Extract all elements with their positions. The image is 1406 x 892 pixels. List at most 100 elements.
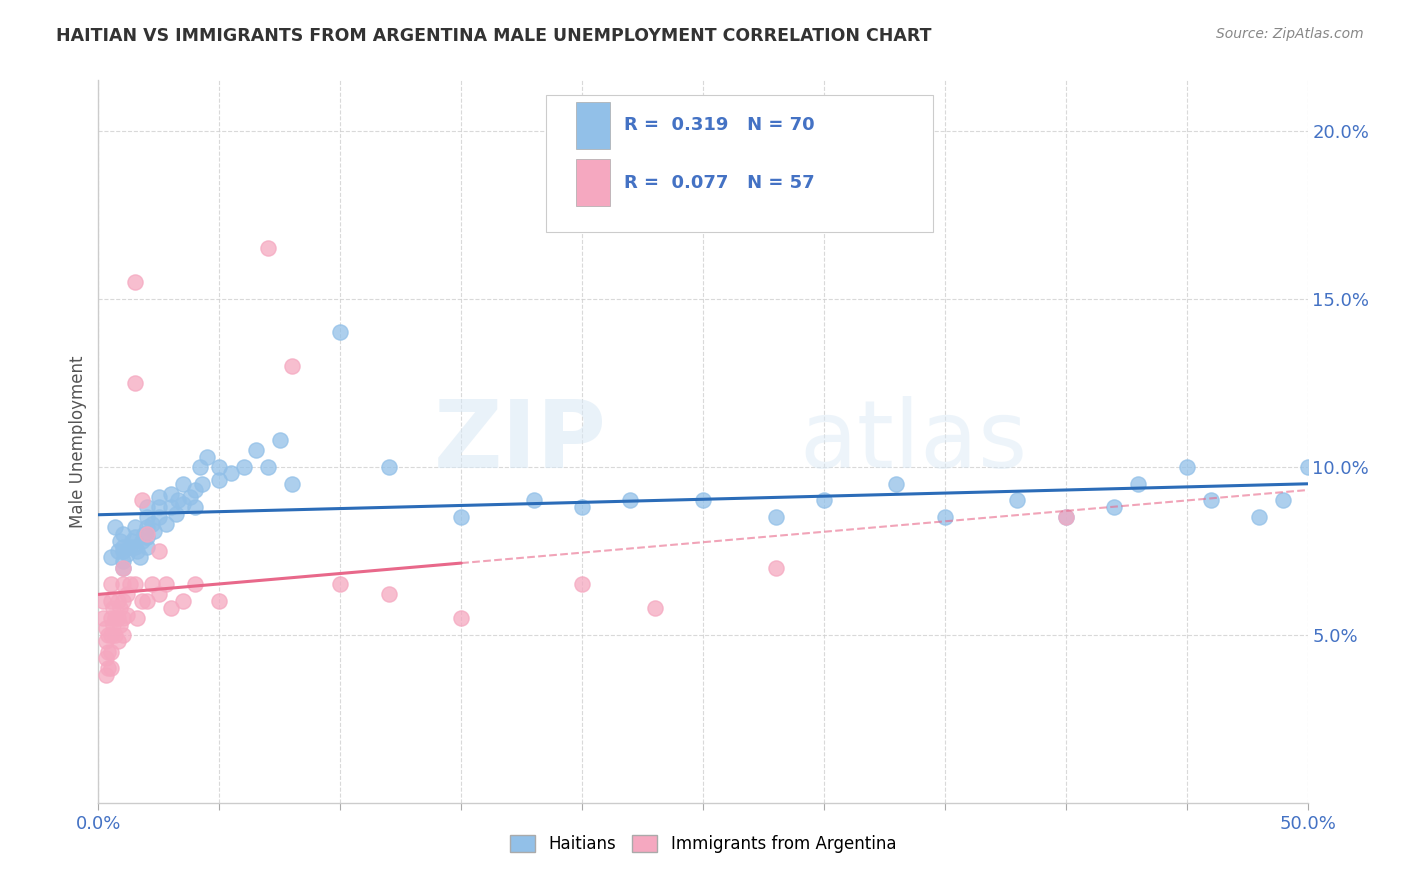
Point bbox=[1128, 476, 1150, 491]
Point bbox=[167, 493, 190, 508]
Point bbox=[1296, 459, 1319, 474]
Point bbox=[256, 459, 278, 474]
Point bbox=[97, 661, 120, 675]
Point bbox=[155, 516, 177, 531]
Point bbox=[135, 527, 157, 541]
Point bbox=[329, 577, 352, 591]
Point bbox=[124, 376, 146, 390]
Point bbox=[91, 594, 114, 608]
Point bbox=[100, 550, 122, 565]
Point bbox=[886, 476, 908, 491]
Point bbox=[111, 543, 134, 558]
Point bbox=[692, 493, 714, 508]
Point bbox=[172, 476, 194, 491]
Point bbox=[101, 617, 124, 632]
Point bbox=[111, 577, 134, 591]
Point bbox=[934, 510, 956, 524]
Point bbox=[117, 607, 139, 622]
Point bbox=[523, 493, 546, 508]
Point bbox=[143, 524, 166, 538]
Point bbox=[131, 594, 153, 608]
Point bbox=[118, 577, 141, 591]
Point bbox=[141, 516, 163, 531]
Point bbox=[148, 510, 170, 524]
Point bbox=[1054, 510, 1077, 524]
Text: Source: ZipAtlas.com: Source: ZipAtlas.com bbox=[1216, 27, 1364, 41]
Point bbox=[165, 507, 187, 521]
Point bbox=[221, 467, 243, 481]
Point bbox=[124, 275, 146, 289]
Point bbox=[104, 628, 127, 642]
Point bbox=[131, 493, 153, 508]
Point bbox=[172, 497, 194, 511]
Y-axis label: Male Unemployment: Male Unemployment bbox=[69, 355, 87, 528]
Point bbox=[172, 594, 194, 608]
Point bbox=[135, 530, 157, 544]
Point bbox=[571, 500, 593, 514]
Point bbox=[118, 541, 141, 555]
Point bbox=[160, 500, 183, 514]
Point bbox=[329, 326, 352, 340]
Text: atlas: atlas bbox=[800, 395, 1028, 488]
Point bbox=[117, 547, 139, 561]
Point bbox=[450, 611, 472, 625]
Point bbox=[135, 510, 157, 524]
Point bbox=[135, 594, 157, 608]
Point bbox=[124, 541, 146, 555]
Point bbox=[135, 541, 157, 555]
Point bbox=[1175, 459, 1198, 474]
Point bbox=[188, 459, 211, 474]
Point bbox=[155, 577, 177, 591]
Point bbox=[269, 433, 291, 447]
Text: R =  0.319   N = 70: R = 0.319 N = 70 bbox=[624, 116, 815, 134]
Point bbox=[91, 611, 114, 625]
Point bbox=[128, 550, 150, 565]
Point bbox=[101, 600, 124, 615]
Point bbox=[619, 493, 641, 508]
Point bbox=[100, 644, 122, 658]
Point bbox=[208, 459, 231, 474]
Point bbox=[134, 527, 156, 541]
Point bbox=[148, 543, 170, 558]
Point bbox=[281, 359, 304, 373]
Point bbox=[813, 493, 835, 508]
Point bbox=[94, 621, 117, 635]
Point bbox=[160, 486, 183, 500]
FancyBboxPatch shape bbox=[576, 102, 610, 149]
Point bbox=[131, 533, 153, 548]
Point bbox=[232, 459, 254, 474]
Point bbox=[765, 560, 787, 574]
Point bbox=[1249, 510, 1271, 524]
Point bbox=[94, 668, 117, 682]
Point bbox=[111, 628, 134, 642]
Point bbox=[245, 442, 267, 457]
Point bbox=[141, 577, 163, 591]
Point bbox=[148, 500, 170, 514]
Point bbox=[124, 577, 146, 591]
Point bbox=[108, 533, 131, 548]
Point bbox=[111, 541, 134, 555]
Point bbox=[148, 587, 170, 601]
Point bbox=[208, 594, 231, 608]
Point bbox=[107, 594, 129, 608]
Point bbox=[111, 560, 134, 574]
Point bbox=[281, 476, 304, 491]
Point bbox=[195, 450, 218, 464]
Point bbox=[184, 577, 207, 591]
Point bbox=[97, 644, 120, 658]
Point bbox=[1102, 500, 1125, 514]
Point bbox=[191, 476, 214, 491]
Point bbox=[127, 543, 149, 558]
Text: R =  0.077   N = 57: R = 0.077 N = 57 bbox=[624, 174, 815, 192]
Point bbox=[1272, 493, 1295, 508]
Point bbox=[377, 459, 399, 474]
Point bbox=[135, 500, 157, 514]
Point bbox=[135, 520, 157, 534]
Point bbox=[100, 577, 122, 591]
Point bbox=[100, 661, 122, 675]
Point bbox=[1199, 493, 1222, 508]
Point bbox=[256, 241, 278, 255]
Point bbox=[111, 560, 134, 574]
Point bbox=[107, 634, 129, 648]
Point bbox=[377, 587, 399, 601]
